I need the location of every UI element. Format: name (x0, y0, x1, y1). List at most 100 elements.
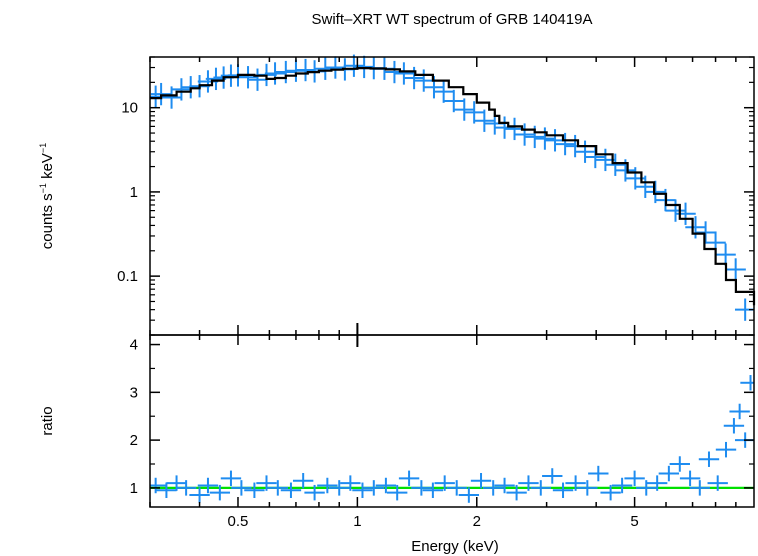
ratio-data-point (542, 468, 563, 484)
ratio-data-point (398, 470, 420, 487)
spectrum-data-point (635, 175, 656, 198)
spectrum-data-point (715, 243, 736, 266)
spectrum-data-point (403, 66, 425, 90)
ratio-data-point (150, 477, 166, 494)
ratio-data-point (244, 482, 265, 499)
ratio-data-point (494, 477, 515, 494)
spectrum-data-point (237, 66, 259, 89)
ratio-data-point (458, 487, 480, 503)
ratio-data-point (669, 456, 690, 472)
ratio-data-point (470, 472, 492, 489)
ratio-data-point (715, 441, 737, 458)
ratio-data-point (387, 484, 408, 501)
ratio-y-tick-label: 4 (130, 337, 138, 354)
spectrum-data-point (454, 98, 475, 121)
x-tick-label: 2 (473, 513, 481, 530)
ratio-data-point (646, 475, 668, 491)
ratio-data-point (411, 480, 432, 496)
spectrum-data-point (574, 140, 596, 163)
spectrum-data-point (695, 221, 716, 244)
spectrum-data-point (443, 89, 464, 113)
ratio-data-point (340, 475, 361, 491)
ratio-data-point (156, 482, 177, 499)
ratio-y-tick-label: 2 (130, 432, 138, 449)
x-tick-label: 5 (630, 513, 638, 530)
ratio-data-point (530, 480, 551, 496)
ratio-data-point (280, 482, 302, 499)
ratio-data-point (375, 477, 397, 494)
spectrum-data-point (325, 56, 346, 79)
spectrum-data-point (264, 62, 286, 85)
ratio-data-point (352, 482, 373, 499)
ratio-data-point (552, 482, 574, 499)
ratio-data-point (317, 477, 338, 494)
y-axis-label-ratio: ratio (39, 406, 56, 435)
spectrum-ticks: 10 1 0.1 (117, 56, 754, 336)
ratio-data-point (698, 451, 720, 467)
y-tick-label: 10 (121, 100, 138, 117)
spectrum-data-point (514, 123, 535, 146)
ratio-ticks: 0.5 1 2 5 1 2 3 4 (130, 323, 754, 530)
y-tick-label: 0.1 (117, 268, 138, 285)
spectrum-data-point (247, 68, 268, 91)
ratio-data-point (611, 477, 633, 494)
ratio-data-point (740, 375, 754, 391)
spectrum-panel: 10 1 0.1 (117, 54, 756, 336)
ratio-data-point (304, 484, 325, 501)
ratio-data-point (518, 475, 539, 491)
ratio-data-point (220, 470, 242, 487)
ratio-data-point (209, 484, 231, 501)
ratio-data-point (679, 470, 701, 487)
ratio-data-point (434, 475, 455, 491)
ratio-data-point (707, 475, 728, 491)
ratio-data-point (256, 475, 277, 491)
ratio-frame (149, 334, 755, 508)
spectrum-data-point (150, 82, 172, 106)
ratio-data-point (729, 403, 750, 420)
spectrum-model-layer (150, 67, 756, 306)
ratio-data-point (329, 480, 350, 496)
ratio-data-point (446, 480, 467, 496)
chart-title: Swift–XRT WT spectrum of GRB 140419A (312, 11, 593, 28)
ratio-y-tick-label: 3 (130, 384, 138, 401)
ratio-data-layer (150, 375, 754, 503)
spectrum-frame (149, 56, 755, 336)
ratio-data-point (689, 480, 710, 496)
x-axis-label: Energy (keV) (411, 538, 499, 555)
spectrum-data-point (685, 216, 706, 239)
spectrum-data-point (605, 153, 626, 176)
spectrum-data-point (343, 54, 365, 77)
spectrum-data-point (725, 258, 746, 281)
ratio-data-point (588, 465, 609, 482)
ratio-data-point (292, 472, 314, 489)
ratio-panel: 0.5 1 2 5 1 2 3 4 (130, 323, 755, 530)
ratio-data-point (422, 482, 444, 499)
ratio-y-tick-label: 1 (130, 480, 138, 497)
spectrum-data-point (554, 132, 576, 156)
x-tick-label: 0.5 (228, 513, 249, 530)
spectrum-data-point (393, 62, 415, 85)
ratio-data-point (189, 487, 210, 503)
spectrum-data-point (474, 109, 495, 132)
ratio-data-point (363, 480, 384, 496)
ratio-data-point (175, 480, 197, 496)
spectrum-data-point (494, 116, 515, 139)
spectrum-data-point (295, 58, 316, 82)
ratio-data-point (723, 418, 745, 434)
ratio-data-point (506, 484, 527, 501)
ratio-data-point (658, 465, 680, 482)
ratio-data-point (624, 470, 645, 487)
x-tick-label: 1 (353, 513, 361, 530)
spectrum-data-point (171, 78, 192, 101)
spectrum-data-layer (150, 54, 754, 321)
ratio-data-point (197, 477, 219, 494)
ratio-data-point (577, 480, 598, 496)
spectrum-data-point (275, 60, 296, 84)
spectrum-data-point (463, 101, 485, 124)
ratio-data-point (483, 480, 504, 496)
y-tick-label: 1 (130, 184, 138, 201)
ratio-data-point (636, 480, 657, 496)
spectrum-data-point (413, 69, 434, 92)
spectrum-data-point (665, 199, 686, 222)
